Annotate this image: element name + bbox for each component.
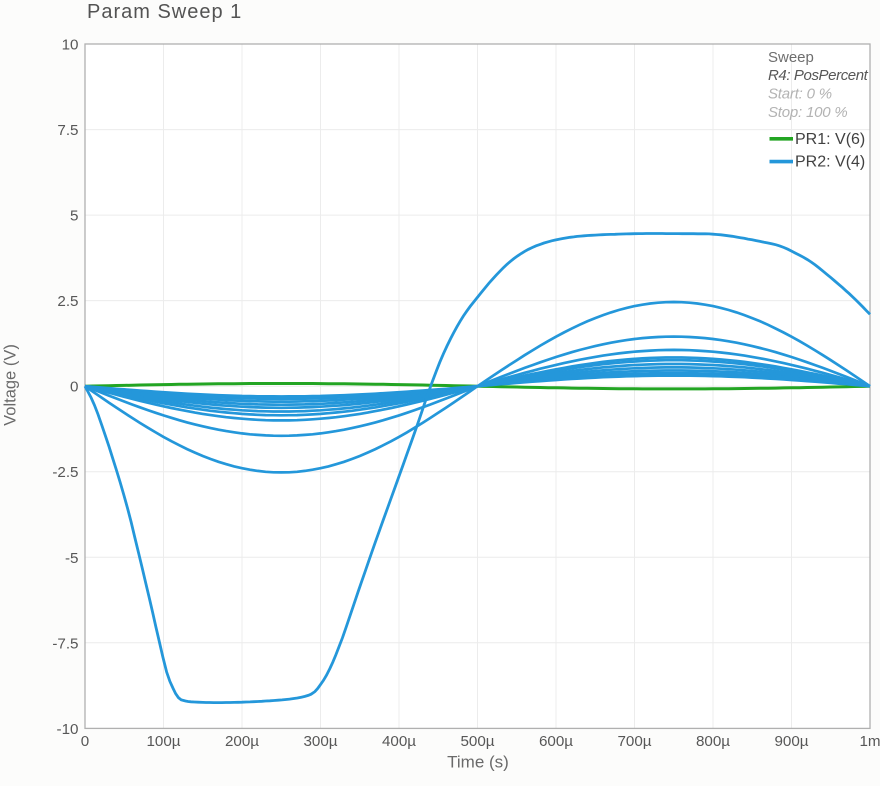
svg-text:600µ: 600µ [539, 733, 573, 750]
svg-text:800µ: 800µ [696, 733, 730, 750]
svg-text:300µ: 300µ [303, 733, 337, 750]
svg-text:1m: 1m [859, 733, 880, 750]
svg-text:0: 0 [70, 379, 78, 396]
svg-text:-5: -5 [65, 550, 79, 567]
svg-text:Sweep: Sweep [768, 49, 814, 66]
svg-text:5: 5 [70, 208, 78, 225]
svg-text:Param Sweep 1: Param Sweep 1 [87, 1, 242, 23]
svg-text:100µ: 100µ [146, 733, 180, 750]
svg-text:2.5: 2.5 [57, 293, 78, 310]
svg-text:PR2: V(4): PR2: V(4) [795, 154, 865, 171]
svg-text:Time (s): Time (s) [447, 752, 509, 771]
svg-text:900µ: 900µ [774, 733, 808, 750]
svg-text:Voltage (V): Voltage (V) [2, 344, 20, 426]
svg-text:7.5: 7.5 [57, 122, 78, 139]
svg-text:Stop: 100 %: Stop: 100 % [768, 104, 848, 121]
svg-text:PR1: V(6): PR1: V(6) [795, 131, 865, 148]
svg-text:500µ: 500µ [460, 733, 494, 750]
svg-text:10: 10 [62, 37, 79, 54]
svg-text:700µ: 700µ [617, 733, 651, 750]
svg-text:400µ: 400µ [382, 733, 416, 750]
svg-text:Start: 0 %: Start: 0 % [768, 85, 832, 102]
svg-text:-2.5: -2.5 [52, 464, 78, 481]
svg-text:0: 0 [81, 733, 89, 750]
svg-text:R4: PosPercent: R4: PosPercent [768, 67, 869, 84]
svg-text:-7.5: -7.5 [52, 635, 78, 652]
svg-text:-10: -10 [57, 721, 79, 738]
svg-text:200µ: 200µ [225, 733, 259, 750]
